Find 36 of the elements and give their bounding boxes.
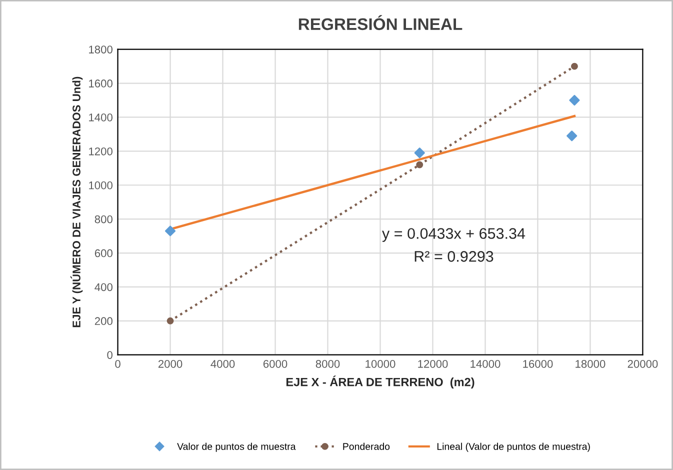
legend-label: Ponderado — [343, 442, 390, 450]
y-tick-label: 1600 — [89, 80, 112, 88]
x-tick-label: 2000 — [158, 360, 182, 368]
x-tick-label: 0 — [115, 360, 120, 368]
x-tick-label: 6000 — [263, 360, 288, 368]
x-tick-label: 20000 — [628, 360, 658, 368]
legend-label: Valor de puntos de muestra — [177, 442, 296, 452]
y-tick-label: 1800 — [89, 46, 112, 54]
point — [414, 148, 425, 158]
x-tick-label: 16000 — [523, 360, 553, 368]
y-tick-label: 200 — [94, 317, 112, 326]
y-axis-title: EJE Y (NÚMERO DE VIAJES GENERADOS Und) — [70, 76, 83, 328]
y-tick-label: 1200 — [89, 147, 112, 156]
x-tick-label: 4000 — [210, 360, 235, 368]
annotation: R² = 0.9293 — [414, 251, 494, 262]
y-tick-label: 400 — [94, 283, 112, 292]
x-tick-label: 10000 — [366, 360, 396, 368]
point — [164, 226, 176, 236]
point — [569, 94, 580, 106]
point — [571, 62, 578, 70]
y-tick-label: 1000 — [89, 181, 112, 190]
x-tick-label: 18000 — [576, 360, 606, 368]
x-tick-label: 14000 — [470, 360, 500, 368]
point — [566, 130, 578, 142]
chart-title: REGRESIÓN LINEAL — [298, 15, 462, 30]
y-tick-label: 0 — [107, 351, 112, 359]
x-tick-label: 8000 — [316, 360, 340, 368]
x-tick-label: 12000 — [418, 360, 448, 368]
x-axis-title: EJE X - ÁREA DE TERRENO (m2) — [286, 376, 474, 389]
y-tick-label: 1400 — [89, 114, 112, 122]
annotation: y = 0.0433x + 653.34 — [382, 228, 526, 242]
legend-label: Lineal (Valor de puntos de muestra) — [437, 442, 590, 452]
point — [416, 161, 424, 168]
y-tick-label: 800 — [94, 215, 112, 224]
y-tick-label: 600 — [94, 249, 112, 258]
point — [166, 317, 174, 324]
